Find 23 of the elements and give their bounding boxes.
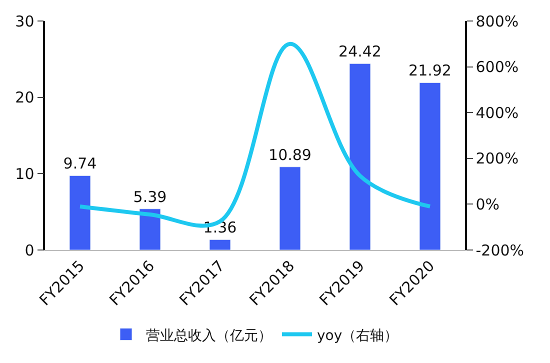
y2-tick-label: 400% bbox=[476, 104, 519, 122]
y2-tick-label: -200% bbox=[476, 241, 524, 260]
data-label: 5.39 bbox=[133, 188, 167, 206]
bar bbox=[209, 239, 231, 250]
legend-label: 营业总收入（亿元） bbox=[146, 328, 272, 344]
y-tick-label: 20 bbox=[15, 88, 34, 107]
bar bbox=[279, 166, 301, 250]
y-tick-label: 30 bbox=[15, 12, 34, 30]
y-tick-label: 0 bbox=[24, 241, 34, 260]
legend-label: yoy（右轴） bbox=[317, 328, 398, 344]
y2-tick-label: 200% bbox=[476, 150, 519, 168]
data-label: 21.92 bbox=[408, 62, 452, 80]
bar bbox=[69, 175, 91, 250]
bar bbox=[349, 63, 371, 250]
data-label: 9.74 bbox=[63, 154, 97, 173]
y-tick-label: 10 bbox=[15, 164, 34, 183]
bar bbox=[419, 82, 441, 250]
y2-tick-label: 800% bbox=[476, 12, 519, 30]
data-label: 10.89 bbox=[268, 146, 312, 164]
data-label: 24.42 bbox=[338, 42, 382, 61]
bar bbox=[139, 208, 161, 250]
y2-tick-label: 0% bbox=[476, 195, 500, 214]
y2-tick-label: 600% bbox=[476, 58, 519, 76]
